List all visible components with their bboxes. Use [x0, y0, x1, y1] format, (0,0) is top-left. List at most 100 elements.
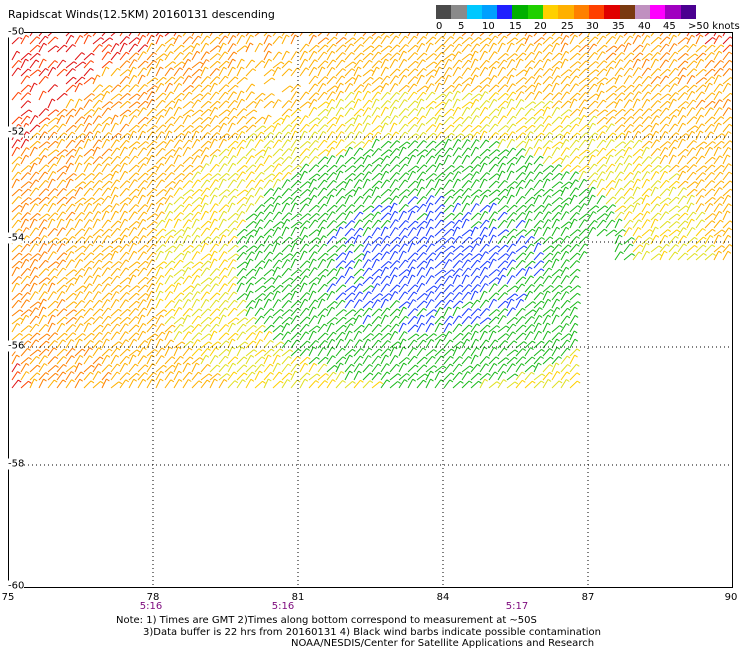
wind-barb-flag — [89, 235, 94, 239]
wind-barb — [668, 123, 676, 133]
wind-barb-flag — [37, 253, 41, 257]
wind-barb — [569, 243, 577, 253]
wind-barb — [236, 251, 244, 261]
wind-barb-flag — [124, 170, 129, 174]
wind-barb — [506, 74, 512, 85]
legend-swatch — [436, 5, 452, 19]
wind-barb — [677, 122, 684, 133]
wind-barb — [641, 108, 650, 117]
wind-barb — [569, 194, 575, 205]
wind-barb — [128, 75, 135, 85]
wind-barb-flag — [25, 154, 30, 158]
wind-barb — [38, 196, 47, 205]
wind-barb — [416, 213, 425, 221]
wind-barb — [173, 173, 182, 181]
wind-barb — [119, 60, 128, 69]
wind-barb — [389, 219, 396, 229]
wind-barb — [308, 51, 315, 61]
wind-barb-flag — [504, 219, 508, 223]
wind-barb-flag — [114, 114, 119, 118]
wind-barb-flag — [126, 60, 131, 64]
wind-barb — [74, 173, 83, 181]
wind-barb-flag — [333, 76, 337, 79]
wind-barb — [695, 114, 702, 125]
wind-barb-flag — [324, 60, 329, 64]
wind-barb — [56, 227, 64, 237]
wind-barb — [668, 115, 675, 125]
wind-barb — [533, 194, 540, 205]
wind-barb-flag — [655, 226, 659, 230]
wind-barb-flag — [160, 66, 164, 70]
wind-barb-flag — [577, 205, 581, 209]
wind-barb-flag — [703, 68, 707, 72]
wind-barb — [155, 108, 164, 117]
wind-barb — [398, 141, 408, 149]
wind-barb — [317, 51, 325, 61]
wind-barb — [380, 197, 390, 205]
wind-barb — [461, 139, 468, 149]
wind-barb-flag — [386, 243, 391, 247]
wind-barb-flag — [208, 108, 212, 112]
wind-barb — [65, 84, 74, 93]
wind-barb-flag — [340, 98, 344, 102]
wind-barb — [659, 154, 666, 165]
wind-barb-flag — [657, 147, 661, 151]
wind-barb-flag — [602, 99, 607, 103]
wind-barb-flag — [278, 195, 283, 199]
wind-barb-flag — [71, 131, 76, 135]
wind-barb — [713, 32, 717, 37]
wind-barb — [191, 204, 200, 213]
wind-barb-flag — [340, 82, 344, 86]
wind-barb — [200, 194, 206, 205]
wind-barb-flag — [637, 178, 641, 182]
wind-barb — [227, 202, 233, 213]
wind-barb — [542, 132, 550, 141]
wind-barb — [695, 99, 703, 109]
wind-barb — [290, 195, 298, 205]
wind-barb-flag — [332, 59, 337, 63]
wind-barb-flag — [43, 90, 47, 94]
wind-barb-flag — [54, 212, 59, 216]
wind-barb — [83, 235, 91, 245]
wind-barb-flag — [208, 100, 212, 104]
wind-barb — [542, 106, 548, 117]
wind-barb — [533, 237, 542, 245]
wind-barb-flag — [549, 131, 553, 135]
wind-barb — [623, 227, 630, 237]
wind-barb — [272, 236, 281, 245]
wind-barb-flag — [54, 60, 58, 64]
wind-barb — [461, 202, 468, 213]
wind-barb-flag — [523, 204, 527, 208]
wind-barb — [398, 210, 405, 221]
wind-barb-flag — [61, 114, 66, 118]
wind-barb — [416, 196, 424, 205]
wind-barb — [542, 76, 551, 85]
wind-barb-flag — [350, 43, 355, 47]
wind-barb-flag — [287, 139, 291, 143]
wind-barb-flag — [676, 229, 681, 233]
wind-barb-flag — [386, 75, 391, 79]
wind-barb — [272, 117, 282, 125]
wind-barb — [110, 275, 118, 285]
wind-barb-flag — [430, 234, 435, 238]
wind-barb — [380, 235, 388, 245]
wind-barb — [434, 204, 443, 213]
wind-barb — [641, 43, 648, 53]
wind-barb — [299, 91, 307, 101]
wind-barb — [623, 84, 632, 93]
wind-barb — [650, 83, 658, 93]
wind-barb-flag — [145, 116, 149, 120]
wind-barb — [146, 179, 154, 189]
wind-barb-flag — [370, 213, 374, 217]
wind-barb — [200, 242, 206, 253]
wind-barb — [290, 165, 299, 173]
wind-barb — [191, 227, 199, 237]
wind-barb-flag — [630, 84, 635, 88]
wind-barb — [137, 130, 144, 141]
wind-barb-flag — [136, 101, 141, 105]
wind-barb — [254, 179, 262, 189]
wind-barb-flag — [197, 171, 201, 175]
wind-barb-flag — [657, 68, 662, 72]
wind-barb-flag — [430, 266, 435, 270]
wind-barb-flag — [414, 123, 418, 127]
